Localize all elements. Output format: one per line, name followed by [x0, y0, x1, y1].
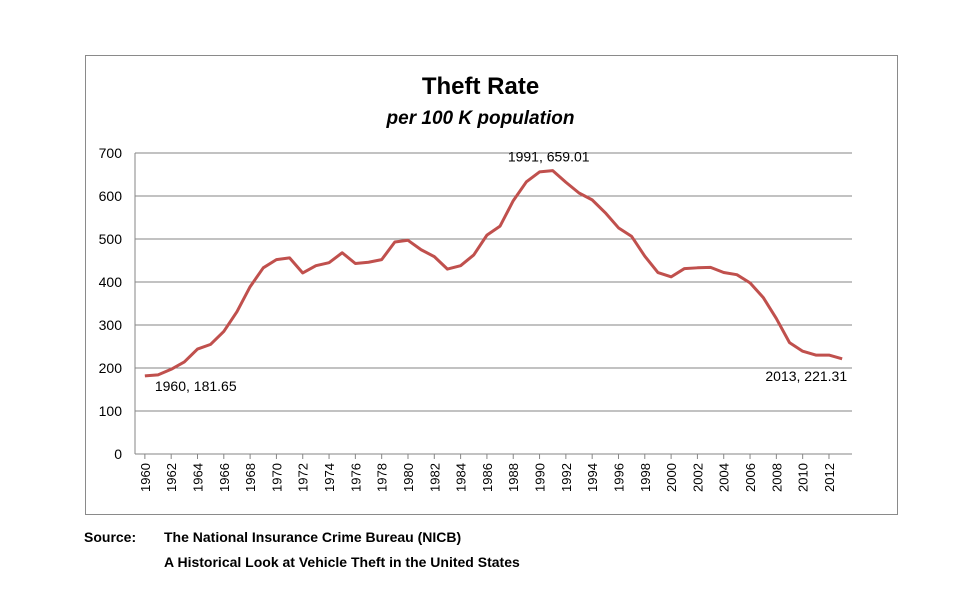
- data-label: 1960, 181.65: [155, 378, 237, 394]
- chart-frame: [85, 55, 898, 515]
- x-tick-label: 1992: [559, 463, 574, 492]
- chart-subtitle: per 100 K population: [386, 108, 575, 129]
- x-tick-label: 2006: [743, 463, 758, 492]
- y-tick-label: 600: [99, 188, 123, 204]
- x-tick-label: 1994: [585, 463, 600, 492]
- x-tick-label: 1978: [375, 463, 390, 492]
- x-tick-label: 1988: [506, 463, 521, 492]
- x-tick-label: 1968: [243, 463, 258, 492]
- x-tick-label: 1976: [348, 463, 363, 492]
- x-tick-label: 1984: [454, 463, 469, 492]
- x-tick-label: 1966: [217, 463, 232, 492]
- x-tick-label: 1974: [322, 463, 337, 492]
- x-tick-label: 2000: [664, 463, 679, 492]
- y-tick-label: 700: [99, 145, 123, 161]
- x-tick-label: 1986: [480, 463, 495, 492]
- x-tick-label: 1962: [164, 463, 179, 492]
- data-label: 1991, 659.01: [508, 149, 590, 165]
- x-tick-label: 1996: [611, 463, 626, 492]
- theft-rate-line: [144, 169, 843, 378]
- x-tick-label: 1990: [533, 463, 548, 492]
- x-tick-label: 1964: [190, 463, 205, 492]
- x-tick-label: 2010: [796, 463, 811, 492]
- source-line-1: The National Insurance Crime Bureau (NIC…: [164, 529, 462, 545]
- y-tick-label: 400: [99, 274, 123, 290]
- x-tick-label: 1960: [138, 463, 153, 492]
- x-tick-label: 2002: [690, 463, 705, 492]
- chart-title: Theft Rate: [421, 73, 540, 100]
- x-tick-label: 1980: [401, 463, 416, 492]
- x-tick-label: 1998: [638, 463, 653, 492]
- y-tick-label: 200: [99, 360, 123, 376]
- x-tick-label: 1982: [427, 463, 442, 492]
- x-tick-label: 1970: [269, 463, 284, 492]
- data-label: 2013, 221.31: [765, 368, 847, 384]
- source-line-2: A Historical Look at Vehicle Theft in th…: [164, 554, 520, 570]
- x-tick-label: 2012: [822, 463, 837, 492]
- x-tick-label: 2008: [769, 463, 784, 492]
- x-tick-label: 1972: [296, 463, 311, 492]
- x-tick-label: 2004: [717, 463, 732, 492]
- y-tick-label: 300: [99, 317, 123, 333]
- y-tick-label: 500: [99, 231, 123, 247]
- y-tick-label: 100: [99, 403, 123, 419]
- source-label: Source:: [84, 529, 137, 545]
- y-tick-label: 0: [114, 446, 122, 462]
